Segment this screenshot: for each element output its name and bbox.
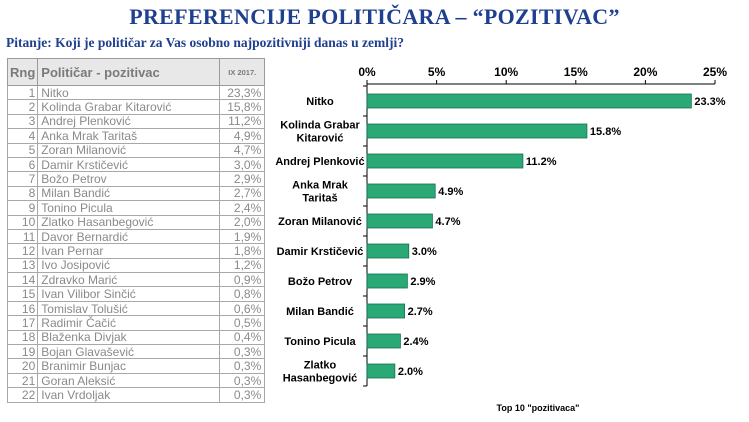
- survey-question: Pitanje: Koji je političar za Vas osobno…: [6, 35, 405, 50]
- bar: [366, 363, 396, 379]
- x-tick-label: 15%: [564, 65, 588, 79]
- table-row: 10 Zlatko Hasanbegović 2,0%: [6, 214, 266, 230]
- chart-caption: Top 10 "pozitivaca": [496, 403, 580, 413]
- rank-cell: 21: [6, 372, 39, 389]
- rank-cell: 20: [6, 358, 39, 374]
- value-cell: 1,2%: [219, 257, 266, 274]
- table-row: 7 Božo Petrov 2,9%: [6, 171, 266, 187]
- bar: [366, 273, 408, 289]
- rank-cell: 22: [6, 387, 39, 403]
- period-column-header: IX 2017.: [219, 58, 266, 86]
- value-cell: 0,6%: [219, 300, 266, 317]
- bar: [366, 153, 524, 169]
- ranking-table-body: 1 Nitko 23,3% 2 Kolinda Grabar Kitarović 15,8…: [6, 84, 266, 403]
- rank-column-header: Rng: [6, 58, 39, 86]
- category-label: Tonino Picula: [284, 336, 356, 348]
- value-cell: 15,8%: [219, 99, 266, 115]
- value-cell: 0,5%: [219, 315, 266, 331]
- data-label: 2.4%: [403, 336, 428, 348]
- category-label: Božo Petrov: [288, 276, 353, 288]
- category-label: Hasanbegović: [283, 373, 358, 385]
- category-label: Milan Bandić: [286, 306, 354, 318]
- value-cell: 0,9%: [219, 272, 266, 288]
- data-label: 2.7%: [408, 306, 433, 318]
- value-cell: 2,7%: [219, 185, 266, 202]
- rank-cell: 13: [6, 257, 39, 274]
- table-row: 1 Nitko 23,3%: [6, 84, 266, 101]
- bar: [366, 243, 410, 259]
- ranking-table: Rng Političar - pozitivac IX 2017. 1 Nitk…: [6, 58, 266, 403]
- value-cell: 0,3%: [219, 387, 266, 403]
- bar: [366, 123, 588, 139]
- x-tick-label: 25%: [703, 65, 727, 79]
- rank-cell: 14: [6, 272, 39, 288]
- value-cell: 11,2%: [219, 113, 266, 130]
- bar: [366, 93, 692, 109]
- value-cell: 1,8%: [219, 243, 266, 259]
- value-cell: 0,3%: [219, 358, 266, 374]
- x-tick-label: 10%: [494, 65, 518, 79]
- table-row: 5 Zoran Milanović 4,7%: [6, 142, 266, 158]
- page-title: PREFERENCIJE POLITIČARA – “POZITIVAC”: [129, 4, 620, 29]
- category-label: Anka Mrak: [292, 180, 349, 192]
- bar: [366, 333, 401, 349]
- x-tick-label: 20%: [633, 65, 657, 79]
- value-cell: 3,0%: [219, 156, 266, 173]
- category-label: Nitko: [306, 96, 334, 108]
- table-row: 13 Ivo Josipović 1,2%: [6, 257, 266, 274]
- rank-cell: 11: [6, 228, 39, 245]
- data-label: 4.7%: [435, 216, 460, 228]
- politician-cell: Tonino Picula: [37, 200, 221, 216]
- data-label: 2.0%: [398, 366, 423, 378]
- data-label: 23.3%: [694, 96, 725, 108]
- bar: [366, 213, 433, 229]
- value-cell: 0,4%: [219, 329, 266, 346]
- category-label: Zoran Milanović: [278, 216, 362, 228]
- category-label: Andrej Plenković: [275, 156, 364, 168]
- table-row: 16 Tomislav Tolušić 0,6%: [6, 300, 266, 317]
- x-tick-label: 0%: [358, 65, 376, 79]
- data-label: 2.9%: [410, 276, 435, 288]
- category-label: Taritaš: [302, 193, 337, 205]
- data-label: 3.0%: [412, 246, 437, 258]
- politician-cell: Tomislav Tolušić: [37, 300, 221, 317]
- table-row: 18 Blaženka Divjak 0,4%: [6, 329, 266, 346]
- bar: [366, 183, 436, 199]
- politician-cell: Ivan Vrdoljak: [37, 387, 221, 403]
- table-row: 2 Kolinda Grabar Kitarović 15,8%: [6, 99, 266, 115]
- data-label: 4.9%: [438, 186, 463, 198]
- table-row: 21 Goran Aleksić 0,3%: [6, 372, 266, 389]
- table-row: 19 Bojan Glavašević 0,3%: [6, 344, 266, 360]
- value-cell: 0,3%: [219, 372, 266, 389]
- politician-cell: Ivo Josipović: [37, 257, 221, 274]
- politician-cell: Zlatko Hasanbegović: [37, 214, 221, 230]
- table-row: 22 Ivan Vrdoljak 0,3%: [6, 387, 266, 403]
- politician-cell: Zoran Milanović: [37, 142, 221, 158]
- category-label: Damir Krstičević: [277, 246, 364, 258]
- rank-cell: 16: [6, 300, 39, 317]
- category-label: Zlatko: [304, 360, 337, 372]
- x-tick-label: 5%: [428, 65, 446, 79]
- bar: [366, 303, 405, 319]
- category-label: Kolinda Grabar: [280, 120, 360, 132]
- category-label: Kitarović: [296, 133, 343, 145]
- data-label: 15.8%: [590, 126, 621, 138]
- data-label: 11.2%: [526, 156, 557, 168]
